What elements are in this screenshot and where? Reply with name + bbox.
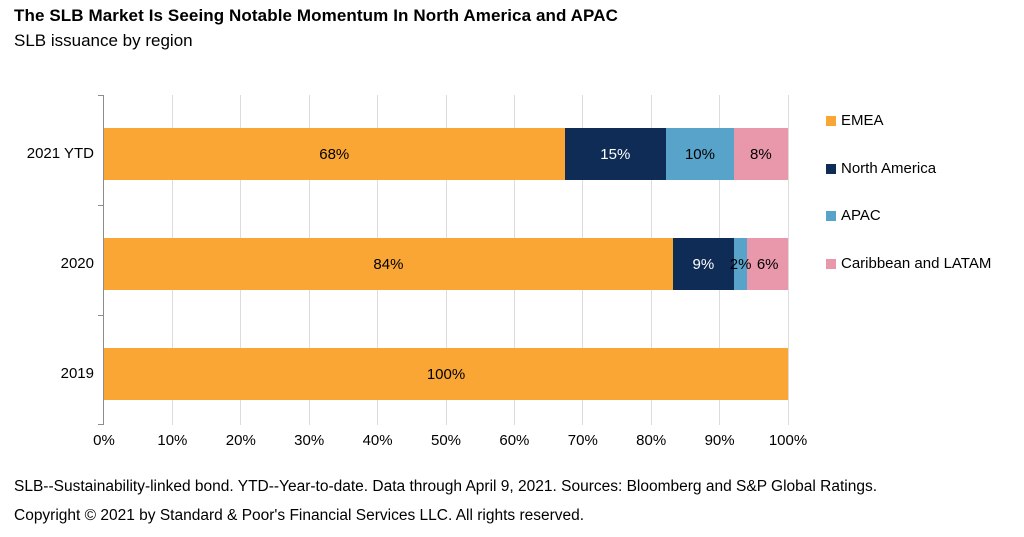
legend-label: APAC bbox=[841, 207, 881, 224]
category-label: 2019 bbox=[60, 365, 94, 382]
legend-label: North America bbox=[841, 160, 937, 177]
category-label: 2020 bbox=[60, 255, 94, 272]
segment-value-label: 9% bbox=[692, 255, 715, 273]
x-tick-label: 80% bbox=[636, 432, 667, 449]
y-axis-tick bbox=[98, 424, 104, 425]
x-tick-label: 20% bbox=[225, 432, 256, 449]
legend-swatch bbox=[826, 210, 836, 221]
bar-segment: 84% bbox=[104, 238, 673, 290]
segment-value-label: 6% bbox=[756, 255, 779, 273]
bar-row: 68% 15% 10% 8% bbox=[104, 95, 788, 205]
segment-value-label: 68% bbox=[319, 145, 350, 163]
x-tick-label: 90% bbox=[704, 432, 735, 449]
x-tick-label: 60% bbox=[499, 432, 530, 449]
x-tick-label: 100% bbox=[768, 432, 808, 449]
y-axis-tick bbox=[98, 315, 104, 316]
segment-value-label: 2% bbox=[729, 255, 752, 273]
legend-label: EMEA bbox=[841, 112, 884, 129]
x-tick-label: 30% bbox=[294, 432, 325, 449]
stacked-bar: 100% bbox=[104, 348, 788, 400]
footnotes: SLB--Sustainability-linked bond. YTD--Ye… bbox=[14, 472, 1014, 530]
x-tick-label: 50% bbox=[430, 432, 462, 449]
segment-value-label: 100% bbox=[426, 365, 466, 383]
plot-area: 68% 15% 10% 8% 84% 9% 2% 6% 100% bbox=[98, 95, 789, 425]
segment-value-label: 10% bbox=[684, 145, 715, 163]
segment-value-label: 8% bbox=[750, 145, 772, 163]
bar-row: 84% 9% 2% 6% bbox=[104, 205, 789, 315]
segment-value-label: 15% bbox=[600, 145, 631, 163]
chart-title: The SLB Market Is Seeing Notable Momentu… bbox=[14, 6, 618, 25]
x-tick-label: 40% bbox=[362, 432, 393, 449]
bar-segment: 9% bbox=[672, 238, 734, 290]
stacked-bar: 84% 9% 2% 6% bbox=[104, 238, 789, 290]
bar-segment: 15% bbox=[564, 128, 667, 180]
x-tick-label: 70% bbox=[567, 432, 598, 449]
bar-segment: 68% bbox=[104, 128, 565, 180]
x-tick-label: 0% bbox=[93, 432, 115, 449]
bar-segment: 2% bbox=[730, 238, 751, 290]
bar-segment: 10% bbox=[666, 128, 734, 180]
legend-item: North America bbox=[826, 160, 936, 177]
category-label: 2021 YTD bbox=[26, 145, 94, 162]
stacked-bar: 68% 15% 10% 8% bbox=[104, 128, 788, 180]
legend-item: EMEA bbox=[826, 112, 884, 129]
y-axis-line bbox=[103, 95, 104, 425]
legend-item: APAC bbox=[826, 207, 881, 224]
y-axis-tick bbox=[98, 95, 104, 96]
footnote-line-1: SLB--Sustainability-linked bond. YTD--Ye… bbox=[14, 478, 878, 495]
legend-label: Caribbean and LATAM bbox=[841, 255, 992, 272]
y-axis-tick bbox=[98, 205, 104, 206]
x-axis-tick-labels: 0% 10% 20% 30% 40% 50% 60% 70% 80% 90% 100% bbox=[93, 432, 807, 452]
legend-item: Caribbean and LATAM bbox=[826, 255, 991, 272]
footnote-line-2: Copyright © 2021 by Standard & Poor's Fi… bbox=[14, 507, 585, 524]
bar-segment: 8% bbox=[733, 128, 788, 180]
y-axis-category-labels: 2021 YTD 2020 2019 bbox=[0, 95, 94, 425]
bar-row: 100% bbox=[104, 315, 788, 425]
x-tick-label: 10% bbox=[157, 432, 188, 449]
segment-value-label: 84% bbox=[373, 255, 404, 273]
legend-swatch bbox=[826, 258, 836, 269]
bar-segment: 100% bbox=[104, 348, 788, 400]
legend-swatch bbox=[826, 163, 836, 174]
bar-segment: 6% bbox=[747, 238, 789, 290]
legend-swatch bbox=[826, 115, 836, 126]
chart-subtitle: SLB issuance by region bbox=[14, 31, 193, 50]
